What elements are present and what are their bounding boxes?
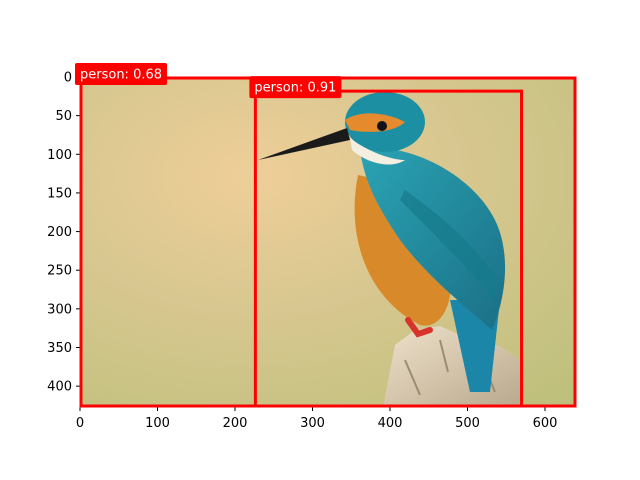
y-tick-label: 150 [47, 186, 72, 201]
detection-boxes: person: 0.68 person: 0.91 [75, 63, 577, 408]
x-tick-label: 500 [455, 416, 480, 431]
detection-label-background [249, 76, 342, 99]
x-axis: 0 100 200 300 400 500 600 [76, 407, 558, 431]
y-tick-label: 0 [64, 71, 72, 86]
x-tick-label: 0 [76, 416, 84, 431]
y-tick-label: 400 [47, 380, 72, 395]
x-tick-label: 300 [300, 416, 325, 431]
x-tick-label: 600 [533, 416, 558, 431]
detection-label-2: person: 0.91 [249, 76, 342, 99]
detection-box-2 [253, 89, 524, 408]
y-tick-label: 300 [47, 302, 72, 317]
detection-label-background [75, 63, 168, 85]
detection-label-text: person: 0.68 [80, 68, 162, 83]
x-tick-label: 400 [378, 416, 403, 431]
y-axis: 0 50 100 150 200 250 300 350 400 [47, 71, 80, 395]
x-tick-label: 100 [145, 416, 170, 431]
x-tick-label: 200 [223, 416, 248, 431]
kingfisher-illustration [258, 92, 522, 407]
y-tick-label: 100 [47, 148, 72, 163]
y-tick-label: 350 [47, 341, 72, 356]
kingfisher-photo [80, 77, 576, 407]
y-tick-label: 50 [55, 109, 72, 124]
y-tick-label: 250 [47, 264, 72, 279]
detection-label-1: person: 0.68 [75, 63, 168, 85]
detection-label-text: person: 0.91 [254, 81, 336, 96]
y-tick-label: 200 [47, 225, 72, 240]
